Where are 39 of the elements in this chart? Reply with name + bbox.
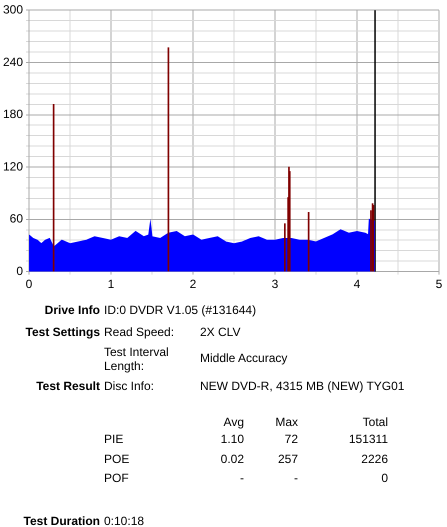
x-tick-label: 0 xyxy=(26,277,33,292)
text: Drive Info xyxy=(44,303,100,317)
text: 2X CLV xyxy=(200,325,240,339)
y-tick-label: 300 xyxy=(2,2,24,17)
text: Middle Accuracy xyxy=(200,351,288,365)
text: POE xyxy=(104,452,130,466)
x-tick-label: 1 xyxy=(108,277,115,292)
x-tick-label: 4 xyxy=(354,277,361,292)
text: Test Result xyxy=(35,379,100,393)
text: - xyxy=(294,471,298,485)
y-tick-label: 120 xyxy=(2,159,24,174)
y-tick-label: 180 xyxy=(2,107,24,122)
x-tick-label: 2 xyxy=(190,277,197,292)
x-tick-label: 3 xyxy=(272,277,279,292)
text: 0 xyxy=(380,471,388,485)
text: Total xyxy=(362,415,388,429)
text: 1.10 xyxy=(220,432,244,446)
text: Max xyxy=(275,415,298,429)
text: POF xyxy=(104,471,129,485)
y-tick-label: 60 xyxy=(10,212,24,226)
text: 257 xyxy=(278,452,298,466)
text: 151311 xyxy=(348,432,388,446)
text: Test Settings xyxy=(24,325,100,339)
text: Disc Info: xyxy=(104,379,154,393)
text: 2226 xyxy=(360,452,388,466)
text: PIE xyxy=(104,432,124,446)
text: - xyxy=(239,471,244,485)
text: Read Speed: xyxy=(104,325,174,339)
text: 0.02 xyxy=(220,452,244,466)
text: ID:0 DVDR V1.05 (#131644) xyxy=(104,303,256,317)
y-tick-label: 0 xyxy=(16,264,24,278)
text: Test Interval Length: xyxy=(104,345,170,373)
text: Test Duration xyxy=(22,514,100,527)
text: 72 xyxy=(284,432,298,446)
text: Avg xyxy=(222,415,244,429)
y-tick-label: 240 xyxy=(2,54,24,69)
x-tick-label: 5 xyxy=(436,277,443,292)
text: 0:10:18 xyxy=(104,514,144,527)
text: NEW DVD-R, 4315 MB (NEW) TYG01 xyxy=(200,379,404,393)
